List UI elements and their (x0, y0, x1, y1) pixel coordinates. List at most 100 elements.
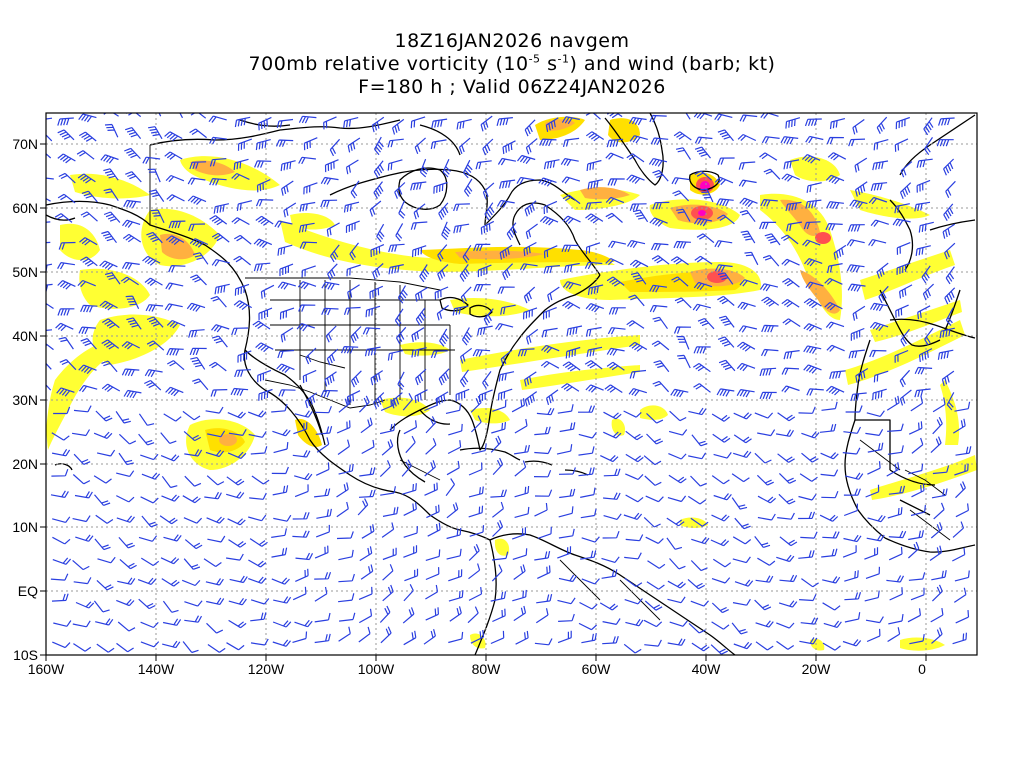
wind-barb (425, 584, 439, 600)
wind-barb (314, 488, 331, 498)
wind-barb (206, 516, 225, 524)
wind-barb (473, 284, 491, 292)
wind-barb (534, 489, 553, 497)
wind-barb (717, 336, 735, 348)
wind-barb (563, 262, 580, 273)
wind-barb (870, 219, 889, 227)
wind-barb (954, 463, 969, 476)
wind-barb (294, 472, 313, 481)
wind-barb (80, 338, 97, 350)
wind-barb (433, 181, 448, 194)
wind-barb (870, 182, 888, 191)
wind-barb (943, 203, 954, 221)
wind-barb (647, 560, 666, 569)
wind-barb (437, 244, 448, 262)
wind-barb (535, 608, 549, 624)
wind-barb (469, 525, 485, 537)
wind-barb (460, 347, 473, 364)
wind-barb (821, 401, 838, 411)
wind-barb (482, 182, 495, 199)
wind-barb (94, 494, 111, 506)
lat-label: 30N (12, 392, 38, 408)
wind-barb (257, 369, 272, 383)
wind-barb (101, 339, 120, 350)
wind-barb (649, 217, 668, 227)
wind-barb (629, 135, 648, 144)
wind-barb (916, 179, 931, 193)
wind-barb (137, 577, 157, 585)
lat-lon-grid (46, 113, 977, 655)
wind-barb (126, 317, 142, 330)
wind-barb (603, 431, 622, 439)
wind-barb (358, 489, 376, 498)
wind-barb (248, 514, 267, 522)
wind-barb (953, 587, 967, 603)
wind-barb (524, 200, 537, 217)
wind-barb (759, 391, 777, 400)
wind-barb (104, 272, 121, 285)
wind-barb (46, 177, 54, 180)
wind-barb (403, 545, 418, 558)
wind-barb (867, 442, 884, 453)
wind-barb (525, 138, 538, 155)
wind-barb (53, 620, 72, 627)
wind-barb (737, 301, 756, 310)
wind-barb (184, 600, 203, 607)
wind-barb (255, 342, 274, 353)
wind-barb (584, 360, 603, 370)
wind-barb (251, 475, 270, 485)
wind-barb (910, 505, 926, 517)
wind-barb (759, 367, 777, 377)
wind-barb (603, 468, 621, 477)
wind-barb (298, 304, 316, 312)
wind-barb (583, 113, 601, 120)
wind-barb (369, 200, 382, 217)
wind-barb (737, 133, 757, 142)
wind-barb (854, 157, 868, 173)
wind-barb (894, 138, 909, 152)
wind-barb (512, 589, 527, 602)
wind-barb (876, 116, 888, 134)
wind-barb (189, 238, 209, 248)
wind-barb (75, 601, 95, 609)
wind-barb (558, 574, 578, 583)
wind-barb (204, 491, 222, 500)
wind-barb (73, 643, 92, 652)
wind-barb (380, 626, 392, 644)
wind-barb (628, 116, 647, 126)
wind-barb (502, 140, 516, 155)
wind-barb (895, 304, 909, 318)
wind-barb (52, 557, 72, 565)
wind-barb (121, 261, 140, 270)
wind-barb (473, 243, 491, 252)
wind-barb (46, 117, 53, 120)
wind-barb (852, 119, 865, 135)
wind-barb (805, 135, 824, 144)
wind-barb (203, 558, 222, 568)
wind-barb (280, 160, 296, 172)
wind-barb (142, 255, 161, 266)
wind-barb (718, 359, 736, 372)
wind-barb (437, 264, 449, 281)
wind-barb (644, 475, 662, 486)
wind-barb (360, 564, 374, 580)
wind-barb (916, 158, 933, 168)
wind-barb (226, 553, 244, 561)
wind-barb (226, 642, 245, 651)
wind-barb (929, 545, 943, 561)
wind-barb (826, 201, 844, 210)
wind-barb (72, 559, 90, 571)
wind-barb (843, 488, 861, 496)
wind-barb (305, 347, 317, 365)
wind-barb (76, 150, 95, 160)
wind-barb (578, 467, 595, 477)
wind-barb (142, 156, 161, 164)
wind-barb (209, 136, 227, 145)
wind-barb (483, 308, 494, 326)
wind-barb (625, 430, 644, 441)
wind-barb (104, 123, 119, 138)
wind-barb (338, 593, 355, 603)
wind-barb (600, 454, 619, 463)
wind-barb (899, 182, 912, 200)
wind-barb (690, 600, 709, 607)
